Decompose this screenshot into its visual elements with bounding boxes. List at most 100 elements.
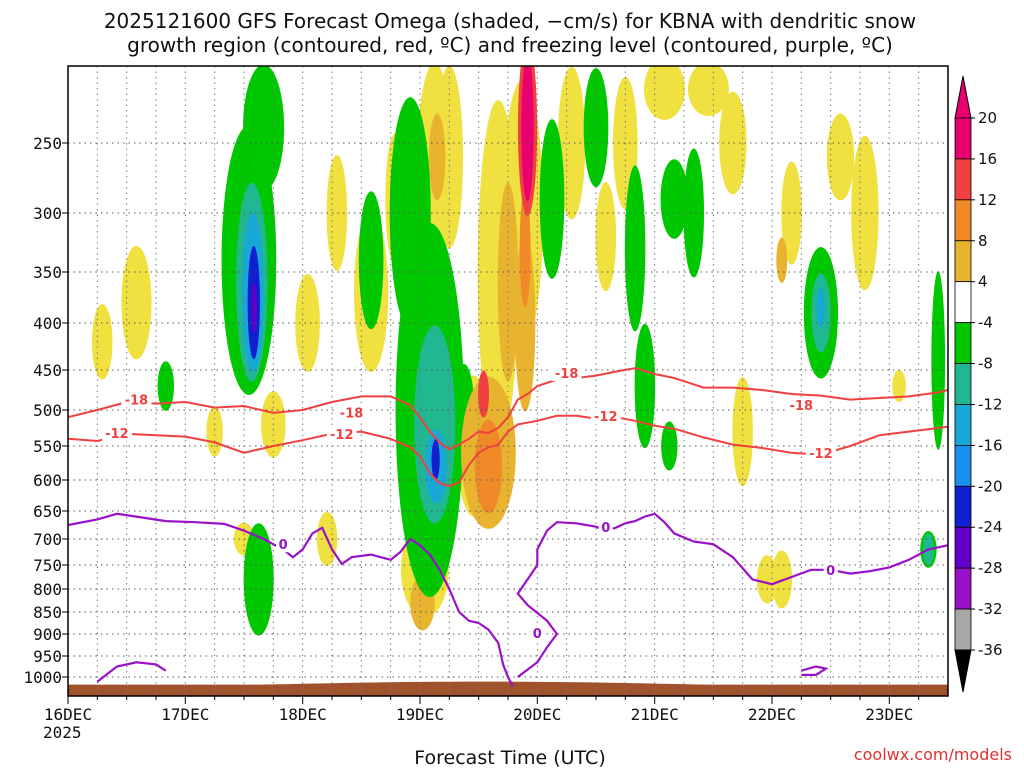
colorbar: 20 16 12 8 4 -4 -8 -12 -16 -20 -24 -28 -32 -36	[954, 75, 1003, 693]
contour-label-bg	[121, 391, 152, 408]
colorbar-label: 20	[978, 109, 997, 127]
omega-area	[295, 274, 320, 372]
colorbar-label: 4	[978, 273, 988, 291]
x-tick-label: 19DEC	[396, 705, 444, 724]
contour-label-bg	[101, 424, 132, 441]
contour-label: 0	[601, 521, 610, 536]
contour-label: -12	[330, 428, 354, 443]
x-tick-label: 16DEC	[44, 705, 92, 724]
omega-area	[251, 282, 258, 333]
colorbar-label: -32	[978, 600, 1003, 618]
colorbar-label: -20	[978, 477, 1003, 495]
colorbar-cell	[954, 567, 972, 610]
x-tick-label: 22DEC	[748, 705, 796, 724]
omega-area	[661, 421, 678, 471]
colorbar-cell	[954, 240, 972, 283]
omega-area	[931, 271, 946, 450]
omega-area	[826, 113, 855, 201]
contour-label-bg	[823, 561, 838, 578]
x-tick-year: 2025	[43, 723, 82, 742]
contour-label-bg	[805, 445, 836, 462]
y-tick-label: 650	[33, 502, 62, 521]
y-tick-label: 750	[33, 556, 62, 575]
omega-area	[643, 66, 685, 120]
freezing-level-contour	[68, 512, 514, 688]
colorbar-label: -12	[978, 395, 1003, 413]
title-line-1: 2025121600 GFS Forecast Omega (shaded, −…	[104, 9, 916, 33]
contour-label: -18	[790, 399, 814, 414]
contour-label: 0	[826, 564, 835, 579]
omega-area	[660, 159, 688, 239]
omega-area	[68, 171, 82, 326]
x-tick-label: 20DEC	[513, 705, 561, 724]
colorbar-under-arrow	[954, 649, 972, 693]
omega-area	[521, 66, 534, 202]
credit-text: coolwx.com/models	[854, 745, 1012, 764]
colorbar-cell	[954, 608, 972, 651]
contour-label-bg	[276, 536, 291, 553]
colorbar-cell	[954, 158, 972, 201]
omega-area	[206, 406, 223, 457]
omega-area	[624, 165, 646, 332]
omega-area	[243, 66, 285, 191]
omega-area	[243, 523, 274, 636]
omega-area	[435, 66, 464, 249]
colorbar-cell	[954, 444, 972, 487]
x-tick-label: 17DEC	[161, 705, 209, 724]
contour-label: -18	[125, 393, 149, 408]
omega-area	[687, 66, 729, 117]
x-axis-label: Forecast Time (UTC)	[414, 747, 605, 768]
contour-label: -12	[594, 410, 618, 425]
contour-label: -18	[340, 407, 364, 422]
omega-area	[478, 370, 490, 418]
omega-shading	[68, 66, 946, 636]
omega-area	[91, 304, 113, 380]
omega-area	[431, 439, 440, 481]
omega-area	[683, 148, 705, 278]
dendritic-contour--12	[68, 414, 948, 488]
colorbar-cell	[954, 322, 972, 364]
colorbar-label: -4	[978, 314, 993, 332]
y-tick-label: 1000	[23, 668, 62, 687]
colorbar-label: -16	[978, 436, 1003, 454]
title: 2025121600 GFS Forecast Omega (shaded, −…	[104, 9, 916, 57]
omega-area	[816, 287, 825, 328]
y-tick-label: 700	[33, 530, 62, 549]
contour-label-bg	[551, 365, 582, 381]
colorbar-cell	[954, 117, 972, 160]
y-tick-label: 300	[33, 204, 62, 223]
omega-area	[634, 323, 656, 449]
omega-area	[474, 419, 503, 514]
x-tick-label: 23DEC	[865, 705, 913, 724]
contours: -18 -18 -18 -18 -12 -12 -12 -12 0 0 0 0	[68, 365, 948, 688]
contour-label: 0	[533, 627, 542, 642]
colorbar-cell	[954, 363, 972, 405]
colorbar-label: -28	[978, 559, 1003, 577]
omega-area	[892, 370, 906, 402]
omega-area	[358, 191, 384, 330]
y-tick-label: 550	[33, 437, 62, 456]
omega-area	[157, 361, 174, 411]
y-tick-label: 400	[33, 314, 62, 333]
contour-label: 0	[279, 538, 288, 553]
colorbar-label: 12	[978, 191, 997, 209]
contour-label-bg	[598, 518, 613, 535]
y-axis-ticks: 250 300 350 400 450 500 550 600 650 700 750 800 850 9…	[23, 134, 68, 687]
omega-area	[781, 161, 802, 265]
colorbar-over-arrow	[954, 75, 972, 119]
y-tick-label: 350	[33, 263, 62, 282]
omega-area	[719, 91, 747, 195]
freezing-level-segment	[96, 661, 167, 683]
colorbar-label: 8	[978, 232, 988, 250]
omega-area	[851, 135, 879, 291]
omega-area	[732, 377, 753, 487]
omega-area	[206, 540, 223, 600]
contour-label: -18	[555, 367, 579, 382]
y-tick-label: 900	[33, 625, 62, 644]
colorbar-label: -36	[978, 641, 1003, 659]
omega-area	[519, 189, 531, 308]
y-tick-label: 450	[33, 361, 62, 380]
omega-area	[595, 181, 617, 292]
